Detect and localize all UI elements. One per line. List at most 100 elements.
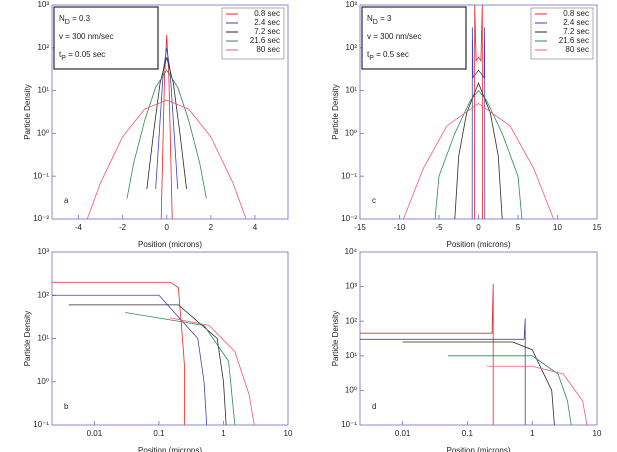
series-line (454, 81, 503, 220)
param-line: v = 300 nm/sec (367, 32, 421, 41)
param-line: v = 300 nm/sec (59, 32, 113, 41)
param-line: tP = 0.5 sec (367, 50, 409, 62)
x-tick-label: 10 (553, 223, 562, 232)
legend-label: 7.2 sec (563, 27, 589, 36)
y-tick-label: 10¹ (37, 334, 49, 343)
param-rest: = 3 (378, 14, 392, 23)
x-tick-label: 0 (164, 223, 169, 232)
legend-label: 80 sec (256, 45, 280, 54)
y-tick-label: 10⁻¹ (341, 171, 357, 180)
plot-frame (51, 251, 289, 426)
series-line (125, 312, 236, 426)
series-line (86, 99, 247, 220)
series-line (474, 4, 483, 220)
y-tick-label: 10⁻¹ (33, 171, 49, 180)
legend-label: 0.8 sec (563, 9, 589, 18)
legend-label: 2.4 sec (563, 18, 589, 27)
x-tick-label: -10 (394, 223, 406, 232)
x-tick-label: 10 (593, 429, 602, 438)
param-rest: = 0.3 (70, 14, 91, 23)
series-line (486, 365, 588, 426)
y-tick-label: 10⁻¹ (341, 420, 357, 429)
y-axis-label: Particle Density (331, 84, 340, 140)
y-tick-label: 10⁴ (345, 247, 358, 256)
param-rest: = 0.5 sec (374, 50, 409, 59)
param-sub: P (61, 55, 66, 62)
param-sub: P (369, 55, 374, 62)
param-box (361, 6, 467, 70)
series-line (403, 102, 554, 220)
x-tick-label: 0 (476, 223, 481, 232)
param-sub: D (373, 19, 378, 26)
x-tick-label: 2 (209, 223, 214, 232)
series-line (146, 57, 187, 190)
x-tick-label: 0.1 (153, 429, 165, 438)
x-tick-label: -2 (119, 223, 127, 232)
param-main: v = 300 nm/sec (59, 32, 113, 41)
series-line (471, 27, 486, 220)
legend-label: 21.6 sec (559, 36, 589, 45)
param-main: t (59, 50, 62, 59)
legend-label: 2.4 sec (254, 18, 280, 27)
y-tick-label: 10⁻² (341, 214, 357, 223)
param-main: t (367, 50, 370, 59)
x-axis-label: Position (microns) (446, 240, 510, 249)
x-tick-label: 0.01 (87, 429, 103, 438)
series-line (360, 318, 526, 425)
legend-label: 7.2 sec (254, 27, 280, 36)
y-tick-label: 10² (37, 43, 49, 52)
y-tick-label: 10⁰ (37, 377, 49, 386)
legend-label: 80 sec (565, 45, 589, 54)
series-line (68, 304, 227, 426)
y-tick-label: 10³ (345, 282, 357, 291)
legend-label: 0.8 sec (254, 9, 280, 18)
y-tick-label: 10¹ (345, 86, 357, 95)
series-line (126, 69, 207, 199)
plot-frame (359, 251, 598, 426)
param-rest: = 0.05 sec (66, 50, 105, 59)
y-tick-label: 10³ (37, 0, 49, 9)
x-tick-label: 0.1 (462, 429, 474, 438)
x-axis-label: Position (microns) (446, 446, 510, 452)
y-tick-label: 10¹ (37, 86, 49, 95)
param-main: N (59, 14, 65, 23)
x-tick-label: 1 (530, 429, 535, 438)
y-axis-label: Particle Density (331, 311, 340, 367)
y-axis-label: Particle Density (23, 311, 32, 367)
param-line: tP = 0.05 sec (59, 50, 105, 62)
plot-frame (51, 4, 289, 220)
y-tick-label: 10⁰ (345, 386, 357, 395)
x-tick-label: 0.01 (395, 429, 411, 438)
x-tick-label: 1 (221, 429, 226, 438)
param-box (53, 6, 159, 70)
series-line (52, 294, 208, 426)
y-tick-label: 10³ (345, 0, 357, 9)
series-line (170, 317, 255, 426)
param-main: v = 300 nm/sec (367, 32, 421, 41)
x-tick-label: 10 (284, 429, 293, 438)
param-line: ND = 3 (367, 14, 392, 26)
legend-label: 21.6 sec (250, 36, 280, 45)
y-tick-label: 10³ (37, 247, 49, 256)
x-tick-label: -15 (354, 223, 366, 232)
y-axis-label: Particle Density (23, 84, 32, 140)
panel-letter: d (372, 402, 376, 411)
param-line: ND = 0.3 (59, 14, 91, 26)
series-line (360, 283, 494, 425)
param-sub: D (65, 19, 70, 26)
y-tick-label: 10⁰ (37, 129, 49, 138)
y-tick-label: 10² (345, 316, 357, 325)
panel-letter: c (372, 196, 376, 205)
y-tick-label: 10² (37, 290, 49, 299)
y-tick-label: 10⁰ (345, 129, 357, 138)
y-tick-label: 10⁻¹ (33, 420, 49, 429)
series-line (155, 47, 179, 190)
panel-letter: b (64, 402, 69, 411)
series-line (447, 355, 572, 426)
x-tick-label: -5 (435, 223, 443, 232)
y-tick-label: 10¹ (345, 351, 357, 360)
x-tick-label: 4 (253, 223, 258, 232)
series-line (160, 34, 173, 220)
param-main: N (367, 14, 373, 23)
